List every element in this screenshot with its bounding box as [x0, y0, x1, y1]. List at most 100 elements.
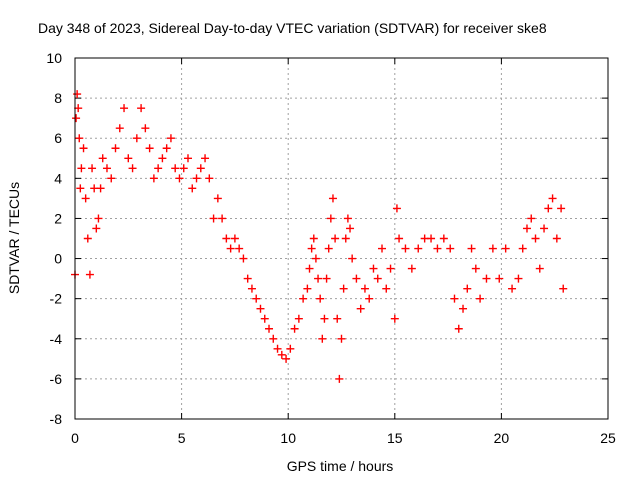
data-point [299, 294, 308, 303]
data-point [209, 214, 218, 223]
data-point [495, 274, 504, 283]
data-point [282, 354, 291, 363]
data-point [88, 164, 97, 173]
data-point [111, 144, 120, 153]
data-point [382, 284, 391, 293]
data-point [192, 174, 201, 183]
data-point [102, 164, 111, 173]
data-point [128, 164, 137, 173]
axis-ticks [74, 57, 609, 420]
y-tick-label: 4 [54, 170, 62, 186]
data-point [348, 254, 357, 263]
data-point [85, 270, 94, 279]
data-point [120, 104, 129, 113]
data-point [467, 244, 476, 253]
data-point [439, 234, 448, 243]
data-point [488, 244, 497, 253]
y-tick-labels: -8 -6 -4 -2 0 2 4 6 8 10 [46, 50, 62, 427]
y-tick-label: 6 [54, 130, 62, 146]
data-point [226, 244, 235, 253]
data-point [459, 304, 468, 313]
data-point [552, 234, 561, 243]
data-point [343, 214, 352, 223]
data-point [390, 314, 399, 323]
data-point [124, 154, 133, 163]
data-point [132, 134, 141, 143]
data-point [305, 264, 314, 273]
data-point [269, 334, 278, 343]
data-point [476, 294, 485, 303]
x-tick-label: 20 [494, 430, 510, 446]
data-point [365, 294, 374, 303]
data-point [341, 234, 350, 243]
data-point [96, 184, 105, 193]
x-axis-label: GPS time / hours [287, 458, 394, 474]
data-point [544, 204, 553, 213]
data-point [81, 194, 90, 203]
data-point [218, 214, 227, 223]
plot-frame [74, 57, 609, 420]
data-point [331, 234, 340, 243]
data-point [98, 154, 107, 163]
data-point [277, 350, 286, 359]
chart-title: Day 348 of 2023, Sidereal Day-to-day VTE… [38, 20, 547, 36]
data-point [309, 234, 318, 243]
data-point [356, 304, 365, 313]
data-point [162, 144, 171, 153]
data-point [247, 284, 256, 293]
data-point [273, 344, 282, 353]
data-point [265, 324, 274, 333]
data-point [260, 314, 269, 323]
data-point [557, 204, 566, 213]
data-point [540, 224, 549, 233]
data-point [107, 174, 116, 183]
data-point [149, 174, 158, 183]
data-point [386, 264, 395, 273]
grid [74, 57, 609, 420]
data-point [508, 284, 517, 293]
data-point [518, 244, 527, 253]
data-point [79, 144, 88, 153]
data-point [154, 164, 163, 173]
data-point [286, 344, 295, 353]
data-point [294, 314, 303, 323]
y-tick-label: -4 [50, 331, 63, 347]
data-point [339, 284, 348, 293]
data-point [482, 274, 491, 283]
data-point [369, 264, 378, 273]
data-point [378, 244, 387, 253]
data-point [414, 244, 423, 253]
data-point [243, 274, 252, 283]
data-point [360, 284, 369, 293]
data-point [76, 184, 85, 193]
y-axis-label: SDTVAR / TECUs [6, 182, 22, 294]
data-point [463, 284, 472, 293]
data-point [179, 164, 188, 173]
x-tick-label: 10 [280, 430, 296, 446]
data-point [290, 324, 299, 333]
data-point [559, 284, 568, 293]
x-tick-label: 25 [600, 430, 616, 446]
data-point [166, 134, 175, 143]
x-tick-label: 15 [387, 430, 403, 446]
data-point [201, 154, 210, 163]
data-point [446, 244, 455, 253]
data-point [450, 294, 459, 303]
data-point [230, 234, 239, 243]
data-point [145, 144, 154, 153]
data-point [471, 264, 480, 273]
data-point [175, 174, 184, 183]
data-point [322, 274, 331, 283]
data-point [320, 314, 329, 323]
data-point [115, 124, 124, 133]
data-point [501, 244, 510, 253]
data-point [137, 104, 146, 113]
data-point [395, 234, 404, 243]
data-point [73, 90, 82, 99]
data-point [333, 314, 342, 323]
data-point [252, 294, 261, 303]
data-point [188, 184, 197, 193]
data-point [74, 104, 83, 113]
x-tick-label: 5 [178, 430, 186, 446]
data-point [454, 324, 463, 333]
